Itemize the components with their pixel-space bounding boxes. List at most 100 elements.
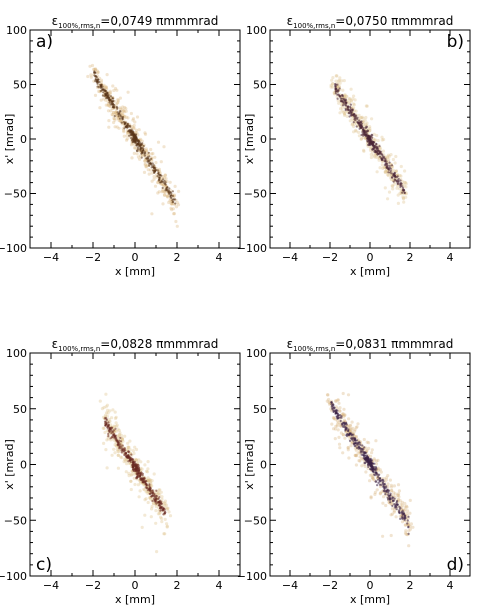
core-point bbox=[361, 444, 364, 447]
halo-point bbox=[352, 102, 356, 106]
halo-point bbox=[332, 416, 336, 420]
halo-point bbox=[110, 112, 114, 117]
halo-point bbox=[131, 118, 135, 122]
halo-point bbox=[115, 101, 119, 105]
halo-point bbox=[365, 121, 369, 125]
halo-point bbox=[143, 132, 148, 136]
halo-point bbox=[92, 68, 96, 72]
halo-point bbox=[105, 73, 109, 77]
core-point bbox=[396, 182, 399, 185]
halo-point bbox=[109, 109, 113, 113]
halo-point bbox=[375, 133, 379, 138]
halo-point bbox=[165, 194, 169, 198]
halo-point bbox=[404, 504, 409, 508]
core-point bbox=[135, 149, 139, 153]
core-point bbox=[161, 509, 164, 512]
halo-point bbox=[338, 111, 342, 115]
halo-point bbox=[368, 145, 373, 150]
halo-point bbox=[146, 500, 150, 505]
halo-point bbox=[164, 503, 168, 507]
core-point bbox=[121, 448, 124, 451]
halo-point bbox=[112, 110, 116, 115]
halo-point bbox=[371, 476, 375, 480]
halo-point bbox=[370, 475, 374, 479]
halo-point bbox=[342, 110, 346, 114]
halo-point bbox=[143, 163, 147, 167]
core-point bbox=[110, 100, 114, 103]
core-point bbox=[341, 104, 345, 107]
halo-point bbox=[387, 190, 392, 194]
halo-point bbox=[348, 429, 352, 433]
core-point bbox=[363, 454, 366, 457]
halo-point bbox=[395, 186, 399, 190]
halo-point bbox=[153, 184, 158, 188]
halo-point bbox=[116, 466, 120, 470]
core-point bbox=[374, 480, 378, 483]
halo-point bbox=[378, 491, 383, 495]
halo-point bbox=[386, 474, 390, 478]
halo-point bbox=[380, 163, 384, 167]
halo-point bbox=[343, 112, 347, 116]
halo-point bbox=[337, 421, 341, 425]
halo-point bbox=[99, 98, 103, 102]
core-point bbox=[389, 496, 392, 499]
halo-point bbox=[165, 507, 169, 511]
core-point bbox=[370, 465, 374, 468]
halo-point bbox=[160, 520, 164, 524]
halo-point bbox=[355, 453, 359, 457]
halo-point bbox=[144, 490, 148, 494]
halo-point bbox=[397, 489, 401, 493]
x-axis-label: x [mm] bbox=[115, 265, 155, 278]
halo-point bbox=[399, 502, 403, 506]
halo-point bbox=[325, 393, 330, 397]
halo-point bbox=[342, 79, 346, 83]
halo-point bbox=[382, 165, 386, 169]
halo-point bbox=[104, 85, 108, 89]
core-point bbox=[103, 88, 106, 91]
chart-panel-1: −4 −2 0 2 4 −100 −50 0 50 100 x [mm] x' [mrad] ε100%… bbox=[0, 14, 241, 278]
halo-point bbox=[172, 212, 176, 216]
core-point bbox=[130, 132, 134, 136]
halo-point bbox=[339, 107, 343, 111]
core-point bbox=[365, 454, 369, 458]
halo-point bbox=[386, 482, 390, 486]
halo-point bbox=[159, 515, 163, 519]
halo-point bbox=[376, 156, 380, 160]
halo-point bbox=[343, 413, 347, 417]
core-point bbox=[107, 432, 110, 436]
halo-point bbox=[139, 460, 143, 464]
core-point bbox=[356, 120, 359, 123]
core-point bbox=[144, 480, 147, 483]
core-point bbox=[366, 460, 369, 463]
halo-point bbox=[374, 459, 378, 463]
core-point bbox=[342, 102, 345, 105]
core-point bbox=[381, 482, 384, 485]
emittance-value: =0,0749 πmmmrad bbox=[100, 14, 218, 28]
halo-point bbox=[162, 532, 166, 536]
halo-point bbox=[389, 513, 393, 517]
core-point bbox=[378, 473, 381, 476]
core-point bbox=[143, 476, 146, 479]
halo-point bbox=[367, 446, 371, 450]
core-point bbox=[119, 110, 122, 113]
halo-point bbox=[399, 174, 403, 178]
core-point bbox=[142, 147, 145, 150]
halo-point bbox=[386, 197, 390, 201]
halo-point bbox=[357, 134, 361, 138]
core-point bbox=[365, 125, 368, 129]
halo-point bbox=[336, 398, 340, 402]
halo-point bbox=[132, 151, 136, 155]
halo-point bbox=[354, 426, 358, 430]
axis-ticks bbox=[269, 29, 471, 249]
halo-point bbox=[358, 455, 362, 459]
halo-point bbox=[373, 490, 377, 494]
core-point bbox=[403, 191, 406, 194]
core-point bbox=[171, 199, 174, 202]
core-point bbox=[398, 511, 401, 515]
y-tick-label: −50 bbox=[244, 514, 267, 527]
panel-title: ε100%,rms,n=0,0749 πmmmrad bbox=[52, 14, 219, 30]
halo-point bbox=[164, 177, 168, 181]
halo-point bbox=[156, 512, 160, 516]
core-point bbox=[153, 493, 156, 497]
halo-point bbox=[122, 109, 126, 113]
